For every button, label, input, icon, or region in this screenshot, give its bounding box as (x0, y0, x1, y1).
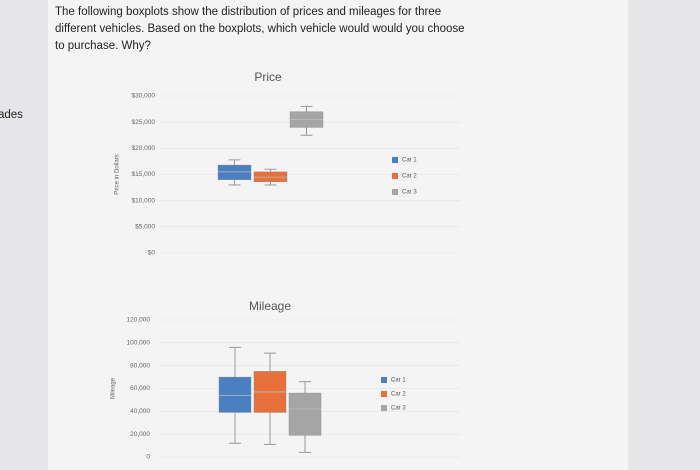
legend-label: Car 3 (402, 190, 417, 196)
box (218, 376, 252, 413)
chart-title: Price (254, 70, 282, 84)
y-tick-label: $15,000 (132, 171, 156, 178)
y-tick-label: 60,000 (130, 385, 150, 392)
sidebar-fragment: ades (0, 109, 23, 121)
legend-swatch (392, 157, 398, 163)
legend-label: Car 2 (402, 174, 417, 180)
legend-swatch (381, 377, 387, 383)
y-tick-label: 120,000 (127, 317, 151, 324)
content-panel (48, 0, 628, 470)
legend-swatch (392, 173, 398, 179)
box (217, 164, 252, 180)
y-axis-label: Price in Dollars (115, 154, 121, 194)
y-tick-label: 100,000 (127, 340, 151, 347)
legend-swatch (381, 391, 387, 397)
y-tick-label: $10,000 (132, 197, 156, 204)
y-tick-label: $5,000 (135, 224, 155, 231)
y-tick-label: $0 (148, 250, 156, 257)
legend-swatch (381, 405, 387, 411)
y-tick-label: $25,000 (132, 119, 156, 126)
legend-swatch (392, 189, 398, 195)
y-tick-label: 80,000 (130, 362, 150, 369)
chart-title: Mileage (249, 299, 291, 313)
legend-label: Car 3 (391, 406, 406, 412)
legend-label: Car 1 (391, 378, 406, 384)
question-box: The following boxplots show the distribu… (55, 6, 465, 52)
y-axis-label: Mileage (111, 377, 117, 399)
box (288, 392, 322, 436)
y-tick-label: 40,000 (130, 408, 150, 415)
y-tick-label: 20,000 (130, 431, 150, 438)
question: The following boxplots show the distribu… (55, 6, 465, 52)
y-tick-label: 0 (146, 454, 150, 461)
y-tick-label: $20,000 (132, 145, 156, 152)
legend-label: Car 1 (402, 158, 417, 164)
legend-label: Car 2 (391, 392, 406, 398)
y-tick-label: $30,000 (132, 93, 156, 100)
